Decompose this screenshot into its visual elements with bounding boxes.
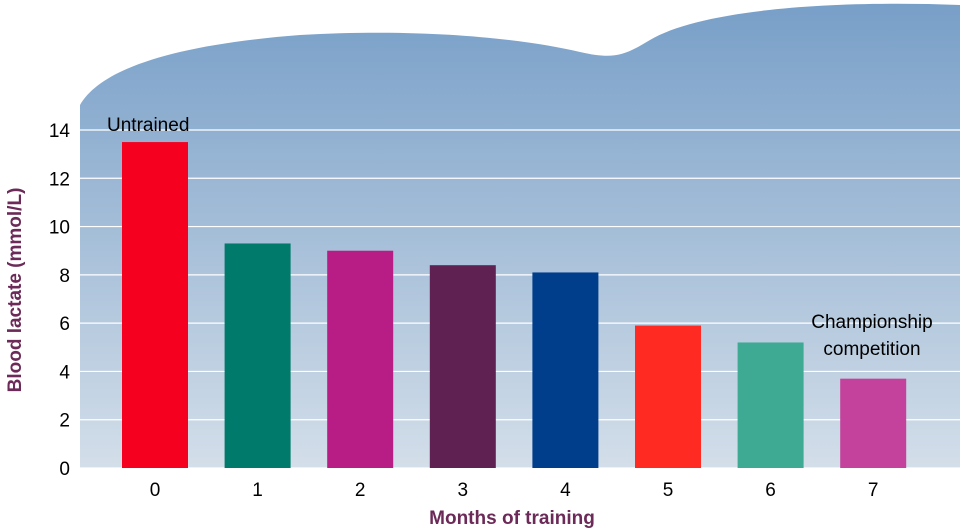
y-tick-label: 10: [49, 218, 70, 239]
bar-5: [635, 325, 701, 468]
y-tick-label: 14: [49, 121, 71, 142]
x-tick-label: 4: [560, 480, 571, 501]
y-tick-label: 12: [49, 169, 70, 190]
y-tick-label: 8: [59, 266, 70, 287]
y-tick-label: 0: [59, 459, 70, 480]
bar-3: [429, 265, 496, 468]
annotation-championship: Championship: [811, 312, 932, 333]
x-tick-label: 0: [150, 480, 161, 501]
x-tick-label: 5: [663, 480, 674, 501]
y-axis-title: Blood lactate (mmol/L): [5, 188, 26, 393]
x-tick-labels: 0 1 2 3 4 5 6 7: [150, 480, 879, 501]
bar-7: [840, 378, 907, 468]
bar-1: [224, 243, 291, 468]
annotation-competition: competition: [823, 339, 920, 360]
bar-4: [532, 272, 599, 468]
y-tick-label: 6: [59, 314, 70, 335]
x-tick-label: 6: [765, 480, 776, 501]
y-tick-label: 2: [59, 411, 70, 432]
bar-6: [737, 342, 804, 468]
x-tick-label: 1: [252, 480, 263, 501]
bars: [122, 142, 907, 469]
y-tick-label: 4: [59, 362, 70, 383]
x-tick-label: 2: [355, 480, 366, 501]
x-tick-label: 7: [868, 480, 879, 501]
bar-0: [122, 142, 188, 469]
annotations: Untrained Championship competition: [107, 115, 933, 360]
bar-2: [327, 250, 394, 468]
y-tick-labels: 0 2 4 6 8 10 12 14: [49, 121, 71, 480]
x-tick-label: 3: [458, 480, 469, 501]
x-axis-title: Months of training: [429, 508, 595, 529]
annotation-untrained: Untrained: [107, 115, 189, 136]
plot-background: [80, 3, 960, 469]
